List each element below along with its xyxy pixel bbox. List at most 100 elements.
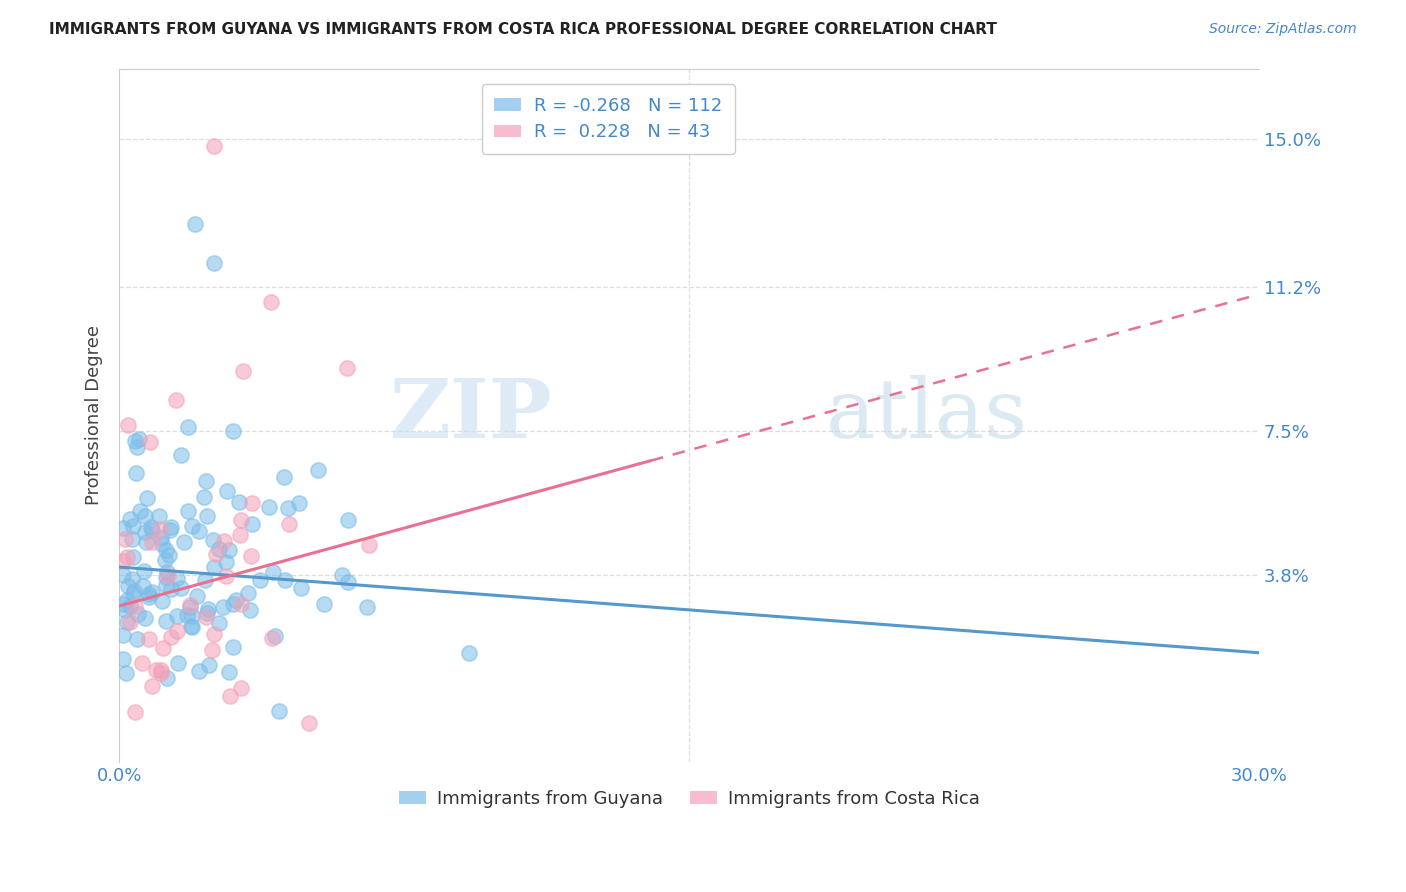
- Point: [122, 550, 145, 565]
- Point: [155, 552, 177, 566]
- Point: [166, 624, 188, 639]
- Point: [136, 491, 159, 506]
- Point: [132, 564, 155, 578]
- Point: [222, 424, 245, 438]
- Point: [166, 608, 188, 623]
- Point: [138, 586, 160, 600]
- Point: [257, 500, 280, 514]
- Point: [195, 607, 218, 621]
- Point: [240, 549, 263, 563]
- Point: [166, 656, 188, 670]
- Point: [202, 533, 225, 547]
- Point: [262, 566, 284, 580]
- Text: ZIP: ZIP: [389, 376, 553, 455]
- Point: [138, 435, 160, 450]
- Point: [114, 532, 136, 546]
- Y-axis label: Professional Degree: Professional Degree: [86, 326, 103, 505]
- Point: [134, 524, 156, 539]
- Point: [118, 512, 141, 526]
- Point: [277, 501, 299, 516]
- Point: [152, 641, 174, 656]
- Point: [117, 578, 139, 592]
- Point: [218, 665, 240, 679]
- Point: [160, 630, 183, 644]
- Point: [160, 520, 183, 534]
- Point: [125, 466, 148, 480]
- Point: [194, 574, 217, 588]
- Point: [152, 536, 174, 550]
- Point: [166, 571, 188, 585]
- Point: [141, 534, 163, 549]
- Point: [336, 513, 359, 527]
- Point: [155, 615, 177, 629]
- Point: [176, 607, 198, 622]
- Point: [112, 521, 135, 535]
- Point: [117, 417, 139, 432]
- Point: [134, 611, 156, 625]
- Point: [180, 519, 202, 533]
- Point: [229, 528, 252, 542]
- Point: [155, 542, 177, 557]
- Point: [170, 448, 193, 462]
- Point: [138, 590, 160, 604]
- Point: [212, 533, 235, 548]
- Point: [229, 597, 252, 611]
- Point: [298, 715, 321, 730]
- Point: [222, 640, 245, 654]
- Point: [127, 607, 149, 621]
- Point: [155, 578, 177, 592]
- Legend: Immigrants from Guyana, Immigrants from Costa Rica: Immigrants from Guyana, Immigrants from …: [391, 782, 987, 815]
- Point: [150, 531, 173, 545]
- Point: [179, 598, 201, 612]
- Point: [121, 572, 143, 586]
- Point: [128, 432, 150, 446]
- Point: [176, 420, 198, 434]
- Point: [336, 361, 359, 376]
- Point: [184, 217, 207, 231]
- Point: [112, 554, 135, 568]
- Point: [115, 615, 138, 629]
- Point: [125, 632, 148, 647]
- Point: [170, 581, 193, 595]
- Point: [225, 593, 247, 607]
- Point: [135, 535, 157, 549]
- Point: [165, 392, 187, 407]
- Point: [156, 672, 179, 686]
- Point: [356, 600, 378, 615]
- Point: [141, 680, 163, 694]
- Point: [330, 567, 353, 582]
- Point: [124, 434, 146, 449]
- Point: [202, 627, 225, 641]
- Point: [125, 441, 148, 455]
- Point: [202, 139, 225, 153]
- Point: [202, 256, 225, 270]
- Point: [307, 463, 329, 477]
- Point: [150, 594, 173, 608]
- Point: [260, 295, 283, 310]
- Point: [274, 574, 297, 588]
- Point: [336, 575, 359, 590]
- Point: [114, 603, 136, 617]
- Point: [197, 658, 219, 673]
- Point: [131, 657, 153, 671]
- Point: [134, 508, 156, 523]
- Point: [160, 582, 183, 596]
- Point: [188, 524, 211, 538]
- Point: [215, 483, 238, 498]
- Point: [238, 585, 260, 599]
- Point: [195, 509, 218, 524]
- Point: [132, 579, 155, 593]
- Point: [120, 599, 142, 613]
- Point: [115, 593, 138, 607]
- Point: [180, 609, 202, 624]
- Point: [149, 666, 172, 681]
- Point: [181, 620, 204, 634]
- Point: [124, 599, 146, 614]
- Point: [115, 549, 138, 564]
- Point: [141, 523, 163, 537]
- Point: [177, 504, 200, 518]
- Point: [186, 590, 208, 604]
- Point: [141, 585, 163, 599]
- Point: [138, 632, 160, 646]
- Point: [148, 508, 170, 523]
